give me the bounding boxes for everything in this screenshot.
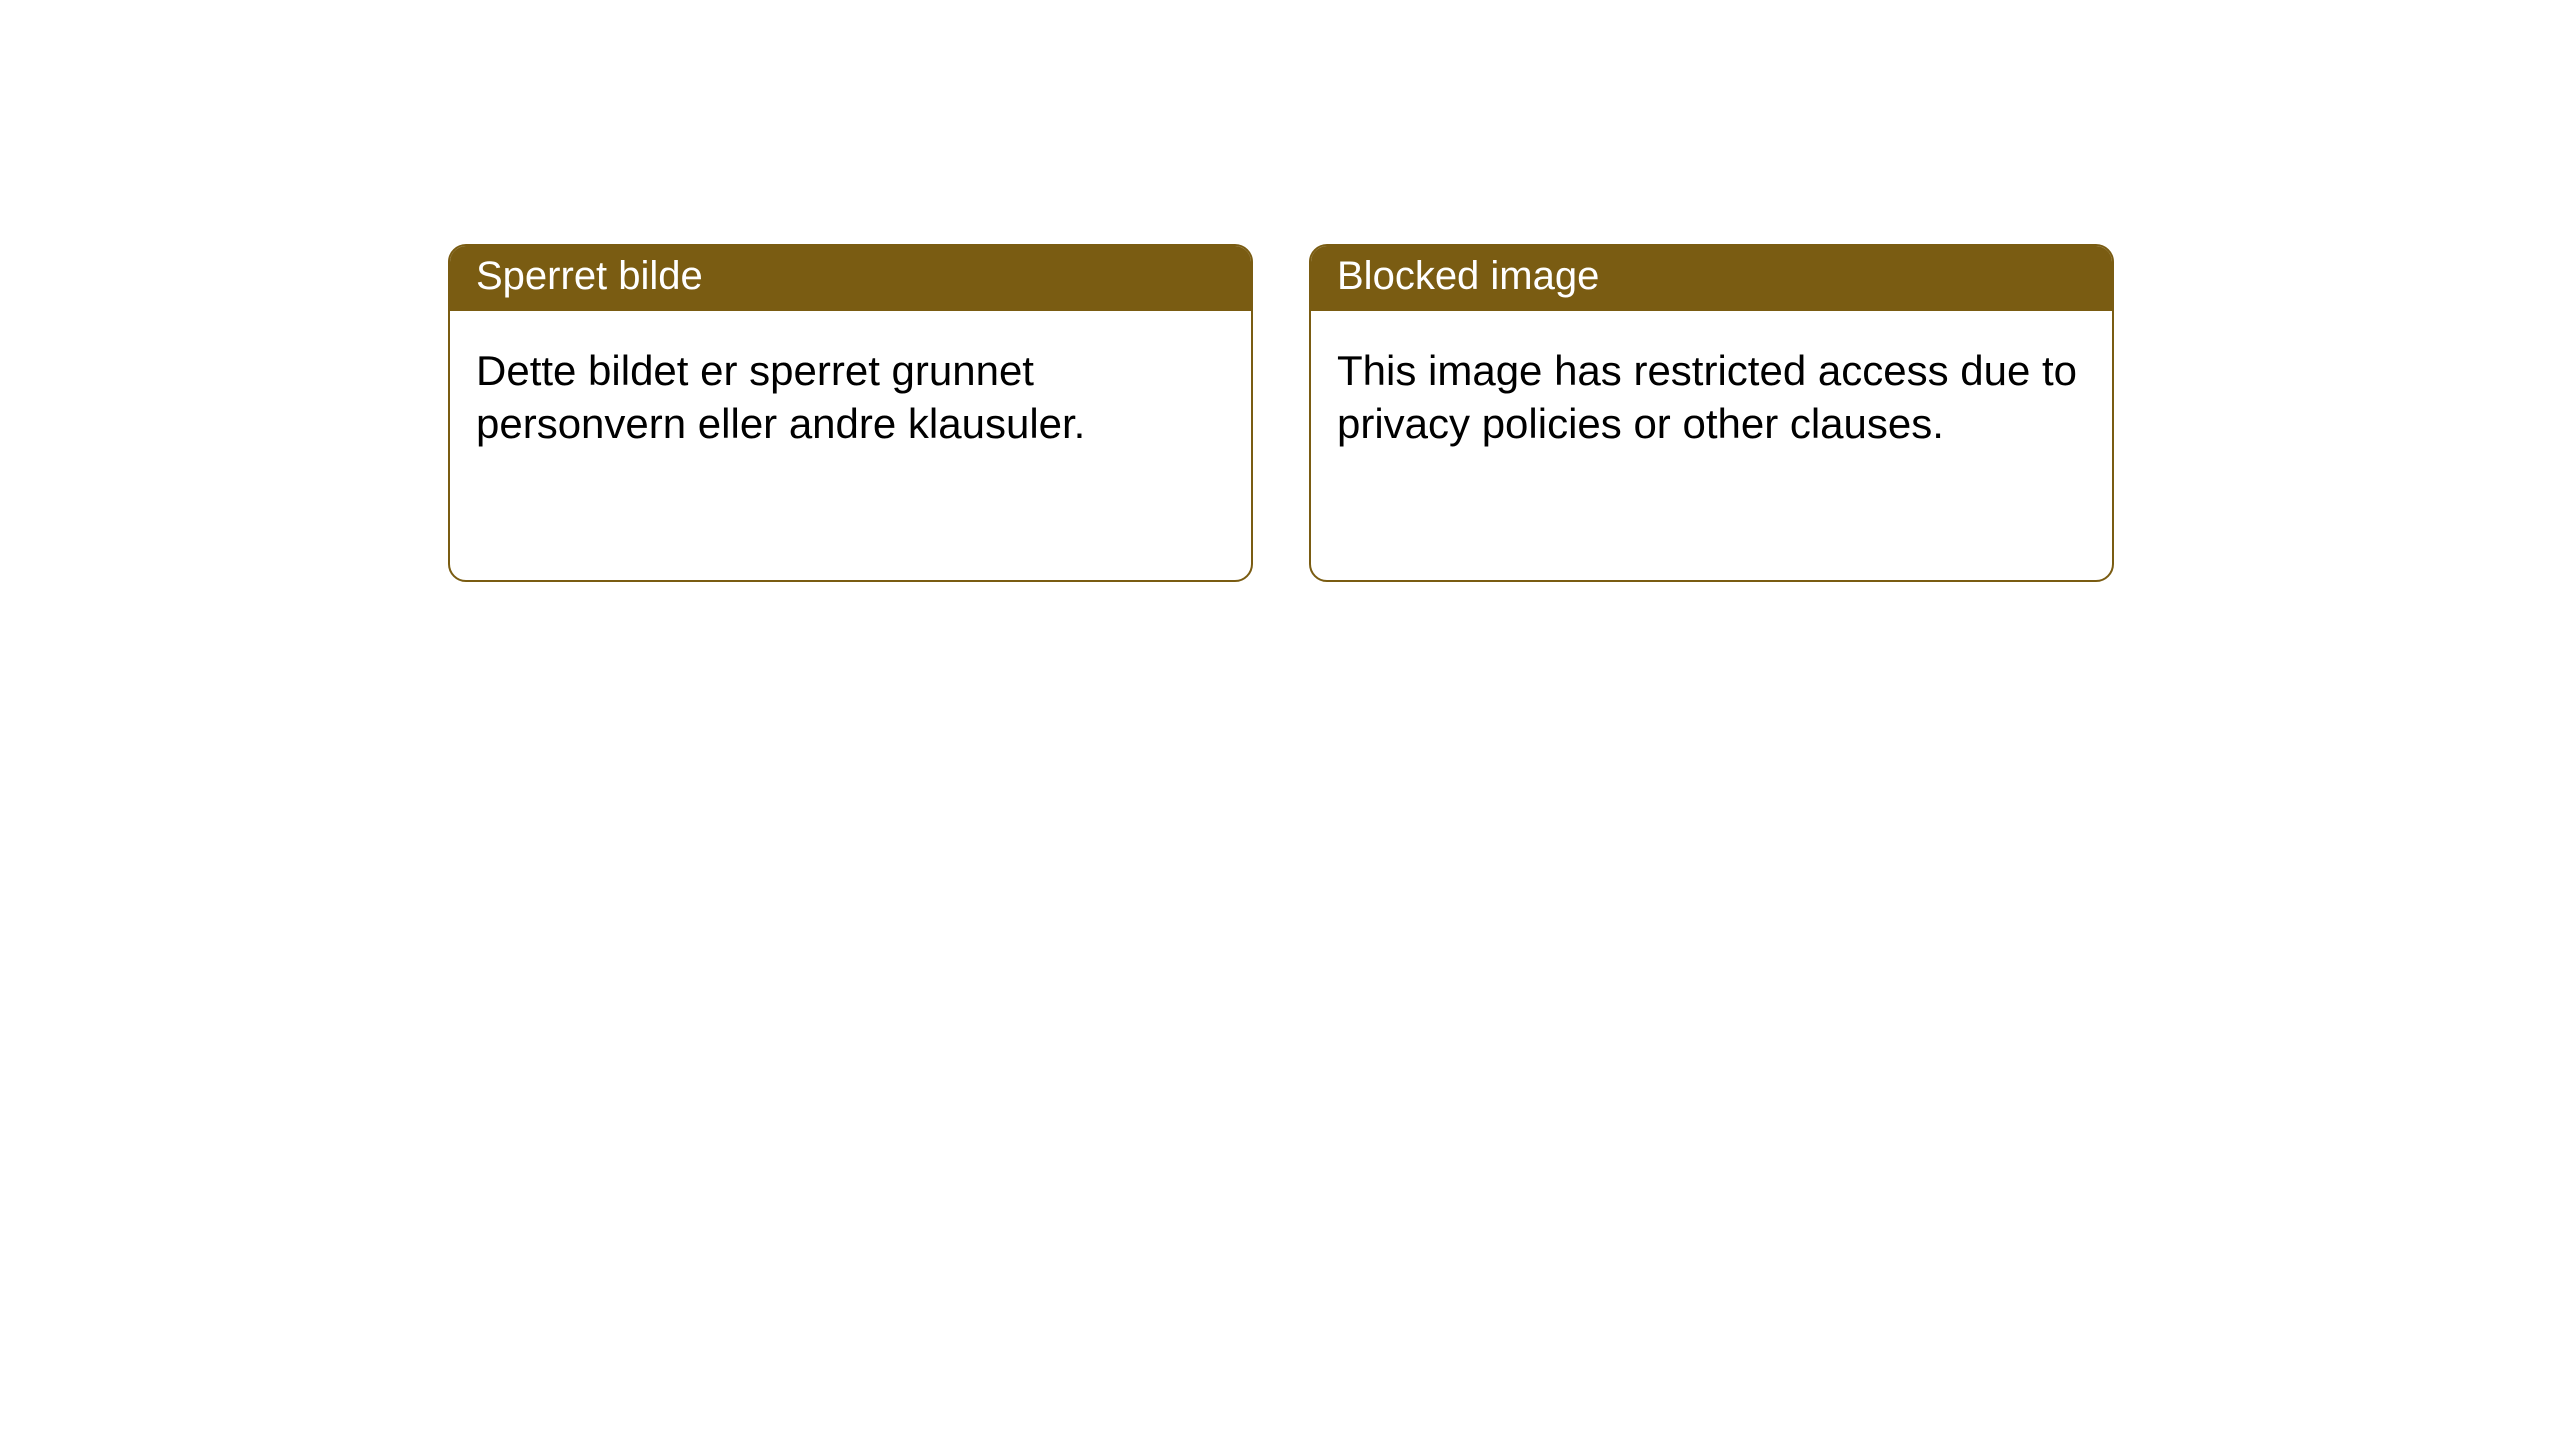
notice-card-body: This image has restricted access due to … bbox=[1311, 311, 2112, 484]
notice-card-title: Sperret bilde bbox=[450, 246, 1251, 311]
notice-card-english: Blocked image This image has restricted … bbox=[1309, 244, 2114, 582]
notice-cards-container: Sperret bilde Dette bildet er sperret gr… bbox=[0, 0, 2560, 582]
notice-card-body: Dette bildet er sperret grunnet personve… bbox=[450, 311, 1251, 484]
notice-card-norwegian: Sperret bilde Dette bildet er sperret gr… bbox=[448, 244, 1253, 582]
notice-card-title: Blocked image bbox=[1311, 246, 2112, 311]
